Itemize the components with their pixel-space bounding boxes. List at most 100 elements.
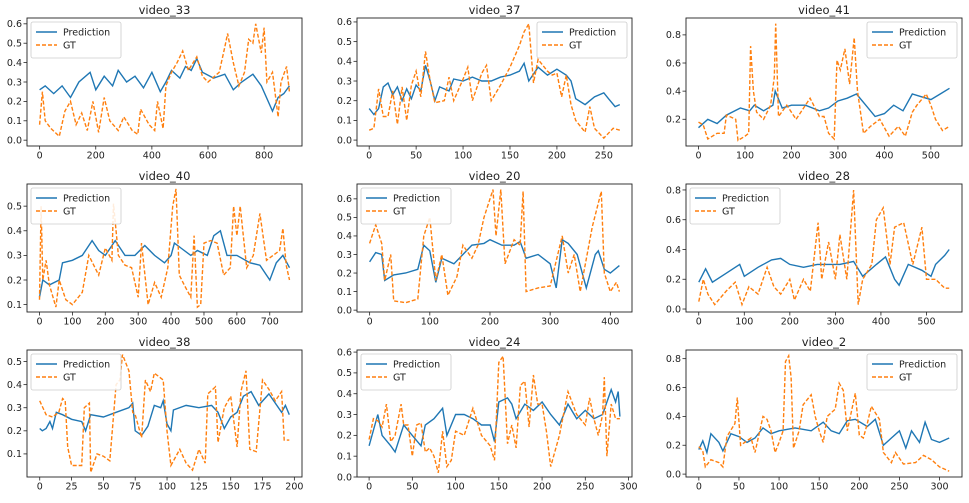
x-tick-label: 600: [199, 151, 217, 162]
x-tick-label: 0: [696, 317, 702, 328]
x-tick-label: 300: [129, 317, 147, 328]
y-tick-label: 0.2: [666, 115, 681, 126]
x-tick-label: 0: [696, 482, 702, 493]
x-tick-label: 50: [406, 482, 418, 493]
x-tick-label: 300: [829, 151, 847, 162]
x-tick-label: 150: [222, 482, 240, 493]
subplot-title: video_28: [798, 169, 850, 183]
y-tick-label: 0.4: [7, 226, 22, 237]
x-tick-label: 50: [733, 482, 745, 493]
subplot-video_28: video_28 0 100 200 300 400 500 0.0 0.2 0.4 0.6 0.8 P…: [666, 169, 963, 328]
legend: Prediction GT: [536, 21, 628, 59]
y-tick-label: 0.6: [337, 17, 352, 28]
x-tick-label: 300: [541, 317, 559, 328]
legend-label: GT: [899, 373, 912, 384]
x-tick-label: 200: [781, 317, 799, 328]
x-tick-label: 500: [917, 317, 935, 328]
axes-frame: [26, 349, 303, 478]
y-tick-label: 0.6: [666, 215, 681, 226]
prediction-line: [698, 418, 950, 456]
y-tick-label: 0.3: [7, 251, 22, 262]
y-tick-label: 0.5: [7, 39, 22, 50]
prediction-line: [368, 387, 621, 454]
y-tick-label: 0.5: [7, 201, 22, 212]
legend-label: Prediction: [63, 28, 110, 39]
x-tick-label: 200: [87, 151, 105, 162]
axes-frame: [356, 17, 633, 147]
legend-box: [866, 21, 958, 59]
y-tick-label: 0.1: [337, 451, 352, 462]
subplot-video_40: video_40 0 100 200 300 400 500 600 700 0.1 0.2 0.3 0…: [7, 169, 303, 328]
x-tick-label: 250: [576, 482, 594, 493]
subplot-title: video_2: [802, 335, 846, 349]
x-tick-label: 200: [782, 151, 800, 162]
gt-line: [38, 23, 291, 138]
x-tick-label: 200: [548, 151, 566, 162]
subplot-title: video_40: [139, 169, 191, 183]
legend: Prediction GT: [360, 187, 452, 225]
y-tick-label: 0.6: [337, 194, 352, 205]
legend-label: GT: [899, 41, 912, 52]
legend-label: Prediction: [899, 360, 946, 371]
legend-label: Prediction: [393, 360, 440, 371]
axes-frame: [356, 183, 633, 313]
axes-frame: [685, 349, 963, 478]
x-tick-label: 0: [37, 151, 43, 162]
prediction-line: [368, 61, 621, 116]
x-tick-label: 100: [63, 317, 81, 328]
y-tick-label: 0.3: [7, 77, 22, 88]
y-tick-label: 0.3: [337, 410, 352, 421]
x-tick-label: 150: [810, 482, 828, 493]
x-tick-label: 150: [501, 151, 519, 162]
y-tick-label: 0.0: [7, 135, 22, 146]
prediction-line: [39, 390, 290, 437]
y-tick-label: 0.0: [337, 135, 352, 146]
gt-line: [368, 189, 621, 304]
legend-label: Prediction: [569, 28, 616, 39]
y-tick-label: 0.5: [7, 357, 22, 368]
y-tick-label: 0.2: [666, 441, 681, 452]
x-tick-label: 0: [366, 482, 372, 493]
x-tick-label: 150: [490, 482, 508, 493]
x-tick-label: 175: [253, 482, 271, 493]
prediction-line: [369, 238, 620, 291]
y-tick-label: 0.6: [7, 19, 22, 30]
axes-frame: [356, 349, 633, 478]
x-tick-label: 100: [736, 151, 754, 162]
legend-box: [30, 21, 122, 59]
x-tick-label: 200: [96, 317, 114, 328]
legend-box: [536, 21, 628, 59]
x-tick-label: 125: [190, 482, 208, 493]
x-tick-label: 300: [930, 482, 948, 493]
legend-box: [30, 353, 122, 391]
y-tick-label: 0.0: [666, 469, 681, 480]
legend-label: GT: [63, 373, 76, 384]
x-tick-label: 100: [447, 482, 465, 493]
y-tick-label: 0.8: [666, 354, 681, 365]
y-tick-label: 0.1: [7, 116, 22, 127]
x-tick-label: 300: [619, 482, 637, 493]
subplot-title: video_20: [469, 169, 521, 183]
x-tick-label: 600: [228, 317, 246, 328]
x-tick-label: 100: [158, 482, 176, 493]
gt-line: [38, 188, 291, 309]
subplot-title: video_38: [139, 335, 191, 349]
x-tick-label: 400: [601, 317, 619, 328]
y-tick-label: 0.6: [337, 347, 352, 358]
prediction-line: [39, 56, 290, 113]
y-tick-label: 0.0: [337, 305, 352, 316]
legend: Prediction GT: [30, 353, 122, 391]
legend-label: GT: [569, 41, 582, 52]
y-tick-label: 0.4: [666, 245, 681, 256]
subplot-video_37: video_37 0 50 100 150 200 250 0.0 0.1 0.2 0.3 0.4 0.…: [337, 3, 633, 162]
legend-box: [360, 353, 452, 391]
legend-box: [689, 187, 781, 225]
legend-box: [30, 187, 122, 225]
subplot-title: video_24: [469, 335, 521, 349]
legend: Prediction GT: [30, 187, 122, 225]
legend: Prediction GT: [866, 21, 958, 59]
legend: Prediction GT: [689, 187, 781, 225]
y-tick-label: 0.1: [7, 300, 22, 311]
x-tick-label: 250: [595, 151, 613, 162]
